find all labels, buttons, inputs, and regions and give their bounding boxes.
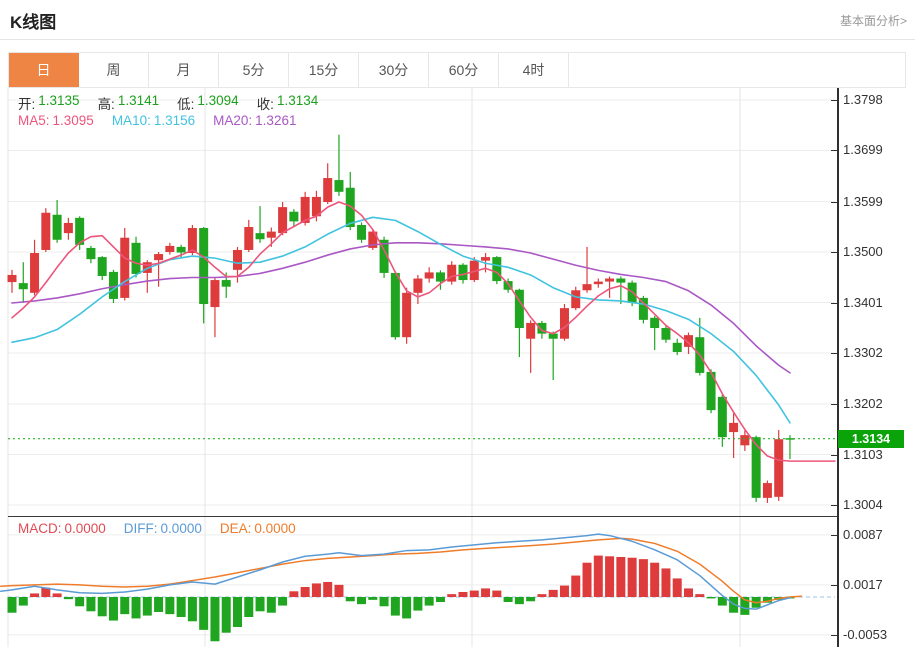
axis-tick-label: 0.0087 [843,526,883,542]
tab-30min[interactable]: 30分 [359,53,429,87]
axis-tick [831,634,837,636]
axis-tick [831,150,837,152]
axis-tick [831,100,837,101]
candlestick-chart[interactable] [0,88,915,517]
open-value: 开: 1.3135 [18,93,80,112]
axis-tick [831,302,837,304]
axis-tick-label: 1.3103 [843,446,883,462]
axis-tick [831,454,837,456]
ma20-value: MA20: 1.3261 [213,113,297,128]
axis-tick-label: -0.0053 [843,626,888,642]
tab-4hour[interactable]: 4时 [499,53,569,87]
axis-tick-label: 1.3599 [843,193,883,209]
header-divider [0,39,915,40]
price-axis-line [837,88,839,647]
tab-month[interactable]: 月 [149,53,219,87]
candles-group [7,134,795,503]
current-price-badge: 1.3134 [838,429,904,448]
axis-tick-label: 1.3302 [843,344,883,360]
macd-chart[interactable] [0,517,915,647]
tab-15min[interactable]: 15分 [289,53,359,87]
macd-value: MACD: 0.0000 [18,521,106,536]
ohlc-legend: 开: 1.3135 高: 1.3141 低: 1.3094 收: 1.3134 [18,93,318,113]
axis-tick [831,252,837,253]
diff-value: DIFF: 0.0000 [123,521,202,536]
close-value: 收: 1.3134 [256,93,319,112]
axis-tick-label: 1.3699 [843,142,883,158]
tab-5min[interactable]: 5分 [219,53,289,87]
axis-tick [831,534,837,536]
fundamental-analysis-link[interactable]: 基本面分析> [839,14,907,28]
axis-tick [831,352,837,354]
interval-tabbar: 日 周 月 5分 15分 30分 60分 4时 [8,52,906,88]
ma10-value: MA10: 1.3156 [111,113,196,128]
tab-60min[interactable]: 60分 [429,53,499,87]
axis-tick-label: 1.3004 [843,497,883,512]
macd-histogram-group [7,555,795,642]
axis-tick-label: 1.3500 [843,244,883,259]
ma-legend: MA5: 1.3095 MA10: 1.3156 MA20: 1.3261 [18,113,296,128]
axis-tick-label: 1.3798 [843,92,883,107]
high-value: 高: 1.3141 [97,93,160,112]
axis-tick [831,584,837,586]
ma5-value: MA5: 1.3095 [18,113,94,128]
axis-tick-label: 1.3401 [843,294,883,310]
axis-tick [831,201,837,203]
axis-tick-label: 1.3202 [843,396,883,411]
dea-value: DEA: 0.0000 [219,521,296,536]
axis-tick-label: 0.0017 [843,576,883,592]
tabbar-filler [569,53,905,87]
page-title: K线图 [10,13,57,32]
tab-week[interactable]: 周 [79,53,149,87]
panel-separator [8,516,837,517]
low-value: 低: 1.3094 [177,93,239,112]
tab-day[interactable]: 日 [9,53,79,87]
axis-tick [831,404,837,405]
axis-tick [831,505,837,506]
macd-legend: MACD: 0.0000 DIFF: 0.0000 DEA: 0.0000 [18,521,296,536]
